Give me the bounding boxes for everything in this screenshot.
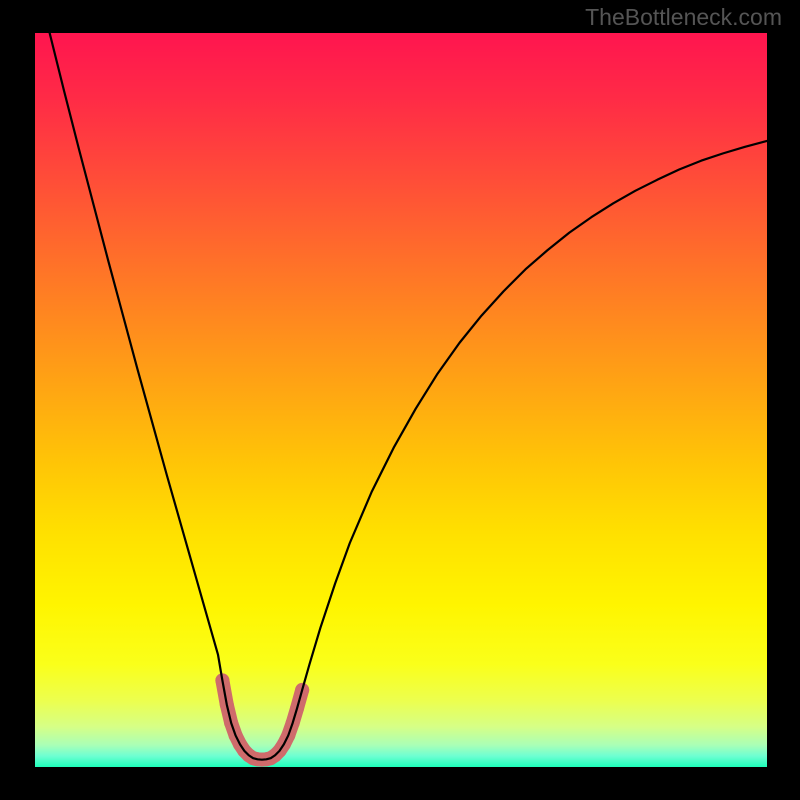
watermark-text: TheBottleneck.com xyxy=(585,4,782,31)
chart-container: TheBottleneck.com xyxy=(0,0,800,800)
plot-background xyxy=(35,33,767,767)
bottleneck-chart xyxy=(0,0,800,800)
